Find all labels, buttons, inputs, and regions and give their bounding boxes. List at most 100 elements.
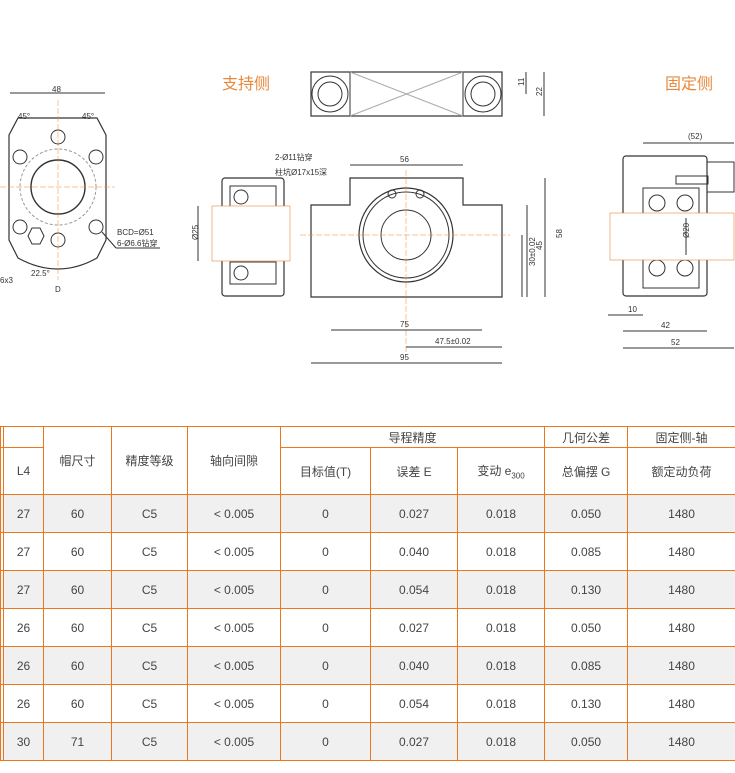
table-row: 26 60 C5 < 0.005 0 0.027 0.018 0.050 1480: [0, 608, 735, 647]
header-fixed-side: 固定侧-轴: [627, 426, 735, 448]
table-cell: 1480: [627, 570, 735, 609]
table-cell: 0.085: [544, 646, 629, 685]
section-label: D: [55, 285, 61, 294]
table-cell: 30: [3, 722, 44, 761]
variation-label: 变动 e: [477, 463, 512, 478]
table-cell: 0: [280, 608, 371, 647]
table-cell: < 0.005: [187, 532, 281, 571]
dim-52: 52: [671, 338, 680, 347]
angle-bottom-label: 22.5°: [31, 269, 50, 278]
table-cell: 26: [3, 646, 44, 685]
table-cell: 27: [3, 532, 44, 571]
table-cell: < 0.005: [187, 684, 281, 723]
table-cell: < 0.005: [187, 570, 281, 609]
thread-label: 6x3: [0, 276, 13, 285]
hole-note-2: 柱坑Ø17x15深: [275, 167, 327, 177]
table-cell: 0.130: [544, 684, 629, 723]
table-cell: 1480: [627, 722, 735, 761]
angle-left-label: 45°: [18, 112, 30, 121]
top-dim-22: 22: [535, 87, 544, 96]
header-axial-play: 轴向间隙: [187, 426, 281, 495]
dim-95: 95: [400, 353, 409, 362]
table-cell: 1480: [627, 608, 735, 647]
dim-30: 30±0.02: [528, 237, 537, 266]
table-cell: 0.018: [456, 684, 546, 723]
table-cell: 71: [43, 722, 112, 761]
dim-56: 56: [400, 155, 409, 164]
fixed-shaft-dia-label: Ø20: [682, 222, 691, 238]
table-cell: < 0.005: [187, 494, 281, 533]
header-variation: 变动 e300: [456, 447, 546, 495]
table-cell: 0: [280, 646, 371, 685]
table-cell: 60: [43, 646, 112, 685]
table-cell: 0.027: [370, 494, 458, 533]
dim-75: 75: [400, 320, 409, 329]
blank-cell: [3, 426, 44, 448]
table-cell: 26: [3, 608, 44, 647]
table-cell: < 0.005: [187, 722, 281, 761]
table-cell: 0.018: [456, 532, 546, 571]
table-cell: C5: [111, 684, 188, 723]
dim-58: 58: [555, 229, 564, 238]
angle-right-label: 45°: [82, 112, 94, 121]
table-cell: 0.018: [456, 494, 546, 533]
table-cell: 0.054: [370, 684, 458, 723]
table-row: 27 60 C5 < 0.005 0 0.040 0.018 0.085 1480: [0, 532, 735, 571]
dim-42: 42: [661, 321, 670, 330]
table-row: 26 60 C5 < 0.005 0 0.054 0.018 0.130 1480: [0, 684, 735, 723]
dim-45: 45: [535, 241, 544, 250]
table-cell: 0.018: [456, 722, 546, 761]
table-cell: C5: [111, 646, 188, 685]
technical-drawing: 48 45° 45° BCD=Ø51 6-Ø6.6钻穿 22.5° D 6x3 …: [0, 71, 735, 364]
header-target: 目标值(T): [280, 447, 371, 495]
fixed-side-title: 固定侧: [665, 74, 714, 93]
table-cell: 60: [43, 684, 112, 723]
table-row: 27 60 C5 < 0.005 0 0.054 0.018 0.130 1480: [0, 570, 735, 609]
table-cell: < 0.005: [187, 646, 281, 685]
header-nut-size: 帽尺寸: [43, 426, 112, 495]
table-cell: 1480: [627, 646, 735, 685]
table-cell: 60: [43, 570, 112, 609]
table-cell: C5: [111, 608, 188, 647]
header-l4: L4: [3, 447, 44, 495]
table-cell: 60: [43, 608, 112, 647]
table-cell: 0.054: [370, 570, 458, 609]
table-row: 27 60 C5 < 0.005 0 0.027 0.018 0.050 1480: [0, 494, 735, 533]
flange-holes-label: 6-Ø6.6钻穿: [117, 238, 157, 248]
table-cell: 0: [280, 494, 371, 533]
table-cell: 0.018: [456, 570, 546, 609]
table-cell: 0.050: [544, 608, 629, 647]
header-lead-accuracy: 导程精度: [279, 426, 546, 448]
table-cell: C5: [111, 532, 188, 571]
support-bearing-view: Ø25: [191, 177, 291, 297]
table-cell: 0.085: [544, 532, 629, 571]
header-error: 误差 E: [370, 447, 458, 495]
table-cell: 0.050: [544, 494, 629, 533]
block-front-view: 56 2-Ø11钻穿 柱坑Ø17x15深 58 45 30±0.02 75 47…: [275, 152, 564, 364]
table-row: 30 71 C5 < 0.005 0 0.027 0.018 0.050 1480: [0, 722, 735, 761]
variation-subscript: 300: [511, 471, 525, 481]
table-cell: 1480: [627, 532, 735, 571]
table-cell: 0: [280, 532, 371, 571]
table-cell: 0.027: [370, 722, 458, 761]
table-cell: 0: [280, 722, 371, 761]
table-cell: 1480: [627, 684, 735, 723]
table-cell: C5: [111, 722, 188, 761]
table-cell: 1480: [627, 494, 735, 533]
table-cell: 0.018: [456, 646, 546, 685]
table-cell: 0.027: [370, 608, 458, 647]
flange-width-label: 48: [52, 85, 61, 94]
dim-47-5: 47.5±0.02: [435, 337, 471, 346]
flange-view: 48 45° 45° BCD=Ø51 6-Ø6.6钻穿 22.5° D 6x3: [0, 85, 160, 294]
table-cell: 0.018: [456, 608, 546, 647]
header-grade: 精度等级: [111, 426, 188, 495]
table-row: 26 60 C5 < 0.005 0 0.040 0.018 0.085 1480: [0, 646, 735, 685]
header-runout: 总偏摆 G: [544, 447, 629, 495]
table-cell: 27: [3, 494, 44, 533]
top-dim-11: 11: [517, 77, 526, 86]
support-side-title: 支持侧: [222, 74, 271, 93]
table-cell: 60: [43, 532, 112, 571]
dim-52-ref: (52): [688, 132, 703, 141]
table-cell: < 0.005: [187, 608, 281, 647]
fixed-side-view: Ø20 (52) 10 42 52: [608, 132, 735, 349]
